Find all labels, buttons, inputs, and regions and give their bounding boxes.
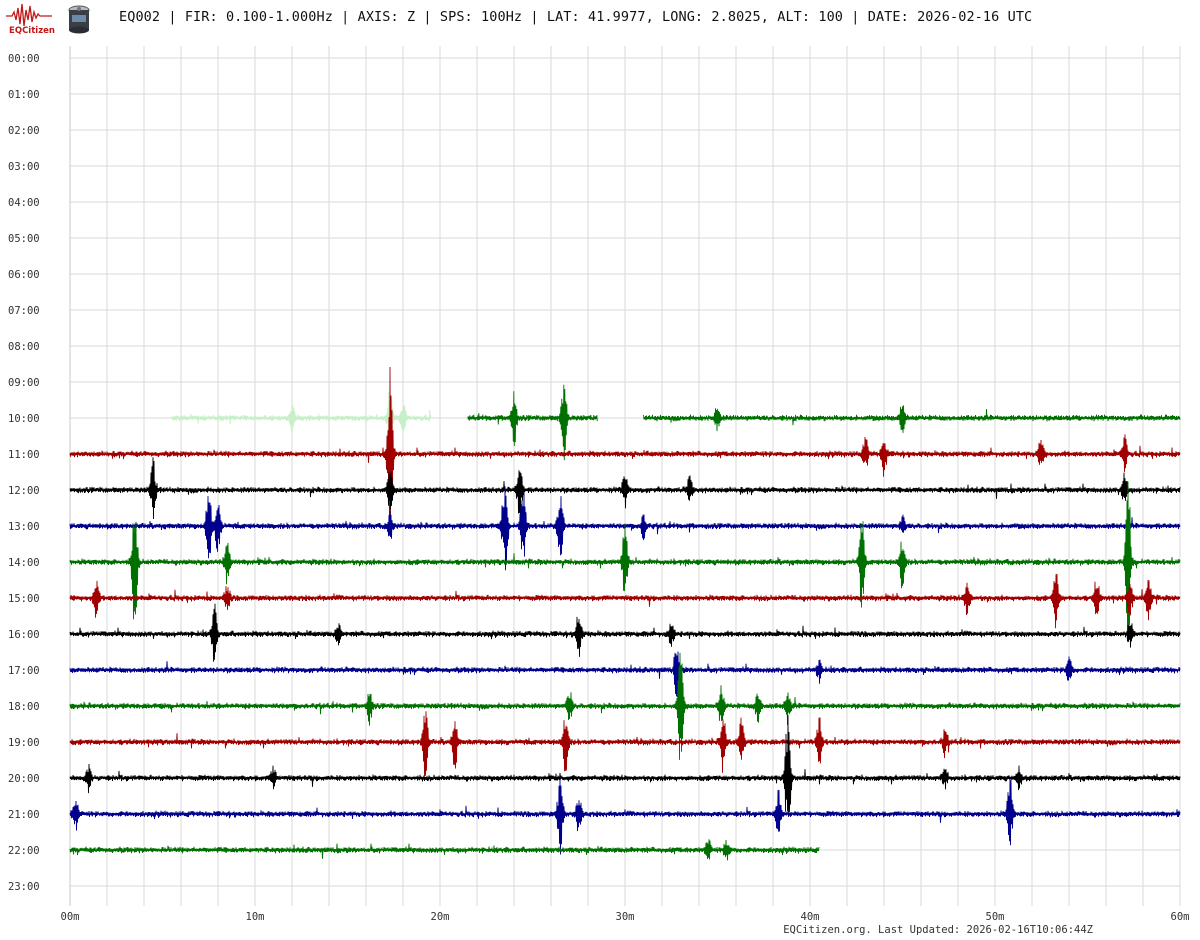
seismic-trace-1400: [69, 481, 1181, 639]
x-tick-label: 50m: [986, 911, 1005, 923]
seismic-trace-1200: [69, 457, 1181, 520]
seismic-trace-1700: [69, 651, 1181, 698]
y-tick-label: 02:00: [8, 125, 40, 137]
y-tick-label: 13:00: [8, 521, 40, 533]
seismic-trace-1600: [69, 603, 1181, 662]
y-tick-label: 18:00: [8, 701, 40, 713]
x-tick-label: 20m: [431, 911, 450, 923]
y-tick-label: 00:00: [8, 53, 40, 65]
y-tick-label: 12:00: [8, 485, 40, 497]
x-tick-label: 60m: [1171, 911, 1190, 923]
header: EQCitizen EQ002 | FIR: 0.100-1.000Hz | A…: [0, 0, 1200, 40]
y-tick-label: 04:00: [8, 197, 40, 209]
seismic-trace-1000: [643, 405, 1181, 433]
x-tick-label: 10m: [246, 911, 265, 923]
seismic-trace-2100: [69, 777, 1181, 855]
y-tick-label: 09:00: [8, 377, 40, 389]
x-tick-label: 40m: [801, 911, 820, 923]
y-tick-label: 07:00: [8, 305, 40, 317]
y-tick-label: 05:00: [8, 233, 40, 245]
seismic-trace-2200: [69, 839, 820, 861]
y-tick-label: 10:00: [8, 413, 40, 425]
eqcitizen-logo: EQCitizen: [6, 3, 55, 36]
seismic-trace-2000: [69, 715, 1181, 815]
y-tick-label: 21:00: [8, 809, 40, 821]
y-tick-label: 16:00: [8, 629, 40, 641]
seismic-trace-1900: [69, 711, 1181, 777]
y-tick-label: 03:00: [8, 161, 40, 173]
seismic-trace-1500: [69, 573, 1181, 629]
y-tick-label: 15:00: [8, 593, 40, 605]
y-tick-label: 08:00: [8, 341, 40, 353]
y-tick-label: 19:00: [8, 737, 40, 749]
seismic-trace-1000: [171, 391, 432, 451]
logo-text: EQCitizen: [9, 26, 55, 36]
y-tick-label: 06:00: [8, 269, 40, 281]
y-tick-label: 01:00: [8, 89, 40, 101]
y-tick-label: 14:00: [8, 557, 40, 569]
sensor-device-icon: [68, 5, 90, 34]
x-tick-label: 00m: [61, 911, 80, 923]
y-tick-label: 22:00: [8, 845, 40, 857]
y-tick-label: 23:00: [8, 881, 40, 893]
y-tick-label: 17:00: [8, 665, 40, 677]
x-tick-label: 30m: [616, 911, 635, 923]
y-tick-label: 11:00: [8, 449, 40, 461]
chart-title: EQ002 | FIR: 0.100-1.000Hz | AXIS: Z | S…: [119, 9, 1033, 25]
last-updated-text: EQCitizen.org. Last Updated: 2026-02-16T…: [783, 924, 1093, 936]
y-tick-label: 20:00: [8, 773, 40, 785]
seismic-trace-1100: [69, 366, 1181, 527]
seismic-trace-1800: [69, 652, 1181, 760]
seismic-trace-1000: [467, 384, 598, 461]
